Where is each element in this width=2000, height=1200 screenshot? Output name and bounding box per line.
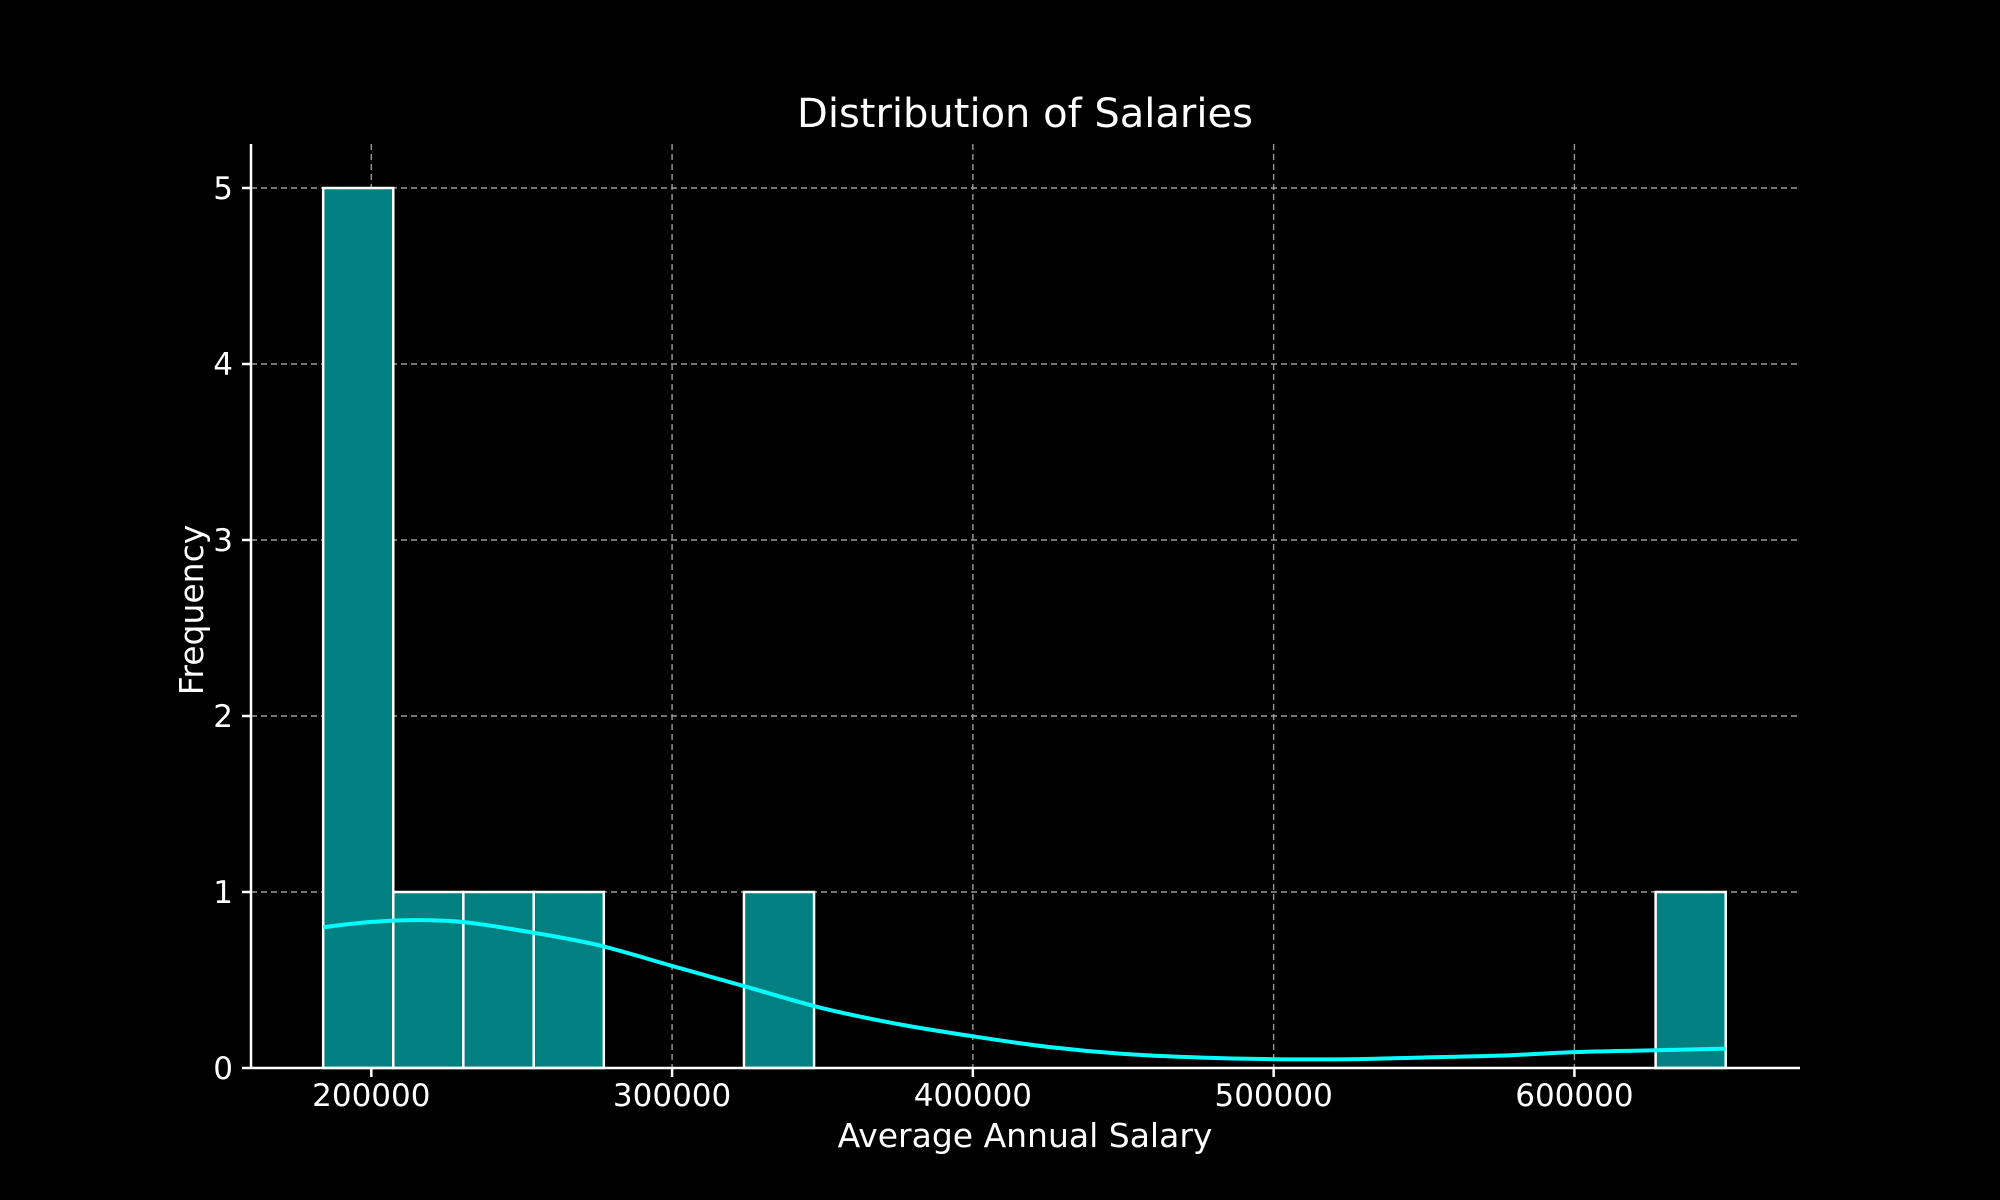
histogram-bar [1654, 890, 1727, 1070]
x-tick-label: 200000 [312, 1078, 430, 1114]
y-tick-label: 1 [213, 875, 233, 911]
chart-title: Distribution of Salaries [797, 91, 1253, 137]
kde-curve [322, 918, 1726, 1062]
y-tick-label: 4 [213, 347, 233, 383]
y-tick-label: 2 [213, 699, 233, 735]
x-tick-label: 400000 [914, 1078, 1032, 1114]
histogram-bar [321, 186, 395, 1070]
x-tick-label: 500000 [1214, 1078, 1332, 1114]
x-tick-label: 600000 [1515, 1078, 1633, 1114]
y-tick-label: 5 [213, 171, 233, 207]
grid-lines [251, 144, 1800, 1068]
y-axis-label: Frequency [172, 525, 211, 695]
kde-curve-layer [322, 918, 1726, 1062]
histogram-bar [532, 890, 606, 1070]
histogram-bars [321, 186, 1727, 1070]
y-tick-label: 3 [213, 523, 233, 559]
y-tick-label: 0 [213, 1051, 233, 1087]
x-tick-label: 300000 [613, 1078, 731, 1114]
histogram-bar [742, 890, 816, 1070]
axes [242, 144, 1800, 1077]
x-axis-label: Average Annual Salary [838, 1116, 1213, 1155]
tick-labels: 0 1 2 3 4 5 200000 300000 400000 500000 600000 [213, 171, 1633, 1114]
histogram-bar [462, 890, 535, 1070]
